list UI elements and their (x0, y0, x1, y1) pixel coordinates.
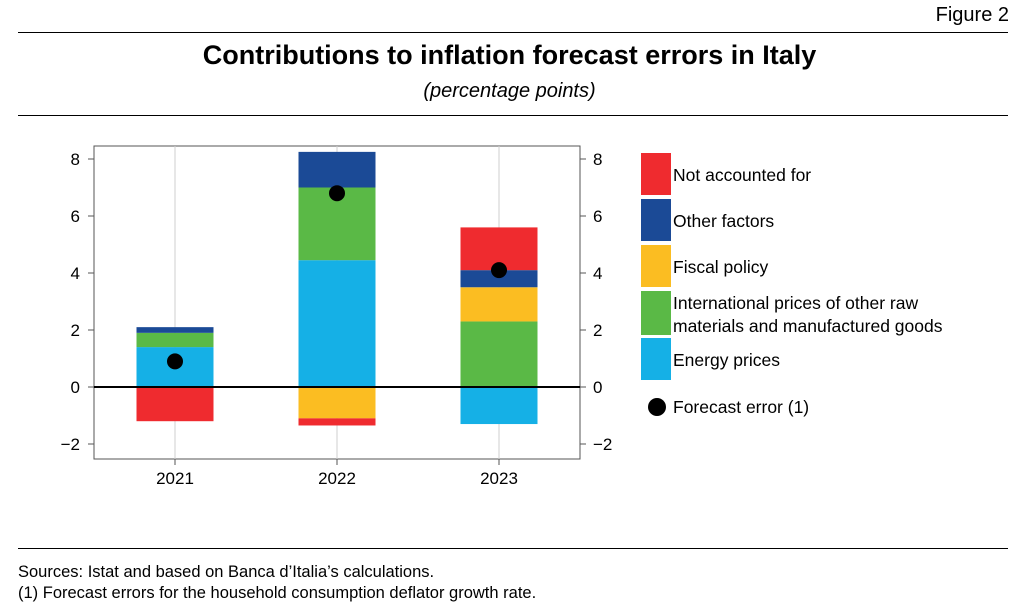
bar-segment-2022-2 (298, 387, 376, 419)
forecast-error-marker-2023 (491, 262, 507, 279)
ytick-label-right-5: 8 (593, 150, 602, 169)
ytick-label-right-0: −2 (593, 435, 612, 454)
legend-label-not-accounted: Not accounted for (673, 165, 812, 185)
figure-label: Figure 2 (935, 4, 1009, 26)
bar-segment-2021-3 (136, 327, 214, 333)
legend-swatch-not-accounted (641, 153, 671, 195)
header-rule (18, 115, 1008, 116)
footer-rule (18, 548, 1008, 549)
legend-marker-forecast-error (648, 398, 666, 416)
legend-label-forecast-error: Forecast error (1) (673, 397, 810, 417)
sources-note: Sources: Istat and based on Banca d’Ital… (18, 563, 435, 581)
ytick-label-right-4: 6 (593, 207, 602, 226)
legend-label-international-prices-line2: materials and manufactured goods (673, 316, 943, 336)
ytick-label-left-1: 0 (71, 378, 80, 397)
legend-swatch-fiscal-policy (641, 245, 671, 287)
forecast-error-marker-2021 (167, 353, 183, 370)
xtick-label-2022: 2022 (318, 469, 356, 488)
forecast-error-marker-2022 (329, 185, 345, 202)
bar-segment-2023-2 (460, 287, 538, 322)
ytick-label-left-5: 8 (71, 150, 80, 169)
top-rule (18, 32, 1008, 33)
bar-segment-2022-3 (298, 151, 376, 188)
legend-swatch-other-factors (641, 199, 671, 241)
notes: Sources: Istat and based on Banca d’Ital… (18, 562, 536, 604)
ytick-label-left-2: 2 (71, 321, 80, 340)
bar-segment-2023-0 (460, 387, 538, 425)
ytick-label-left-4: 6 (71, 207, 80, 226)
legend-label-energy-prices: Energy prices (673, 350, 780, 370)
ytick-label-left-0: −2 (61, 435, 80, 454)
legend-label-international-prices: International prices of other raw materi… (673, 292, 942, 338)
legend-label-other-factors: Other factors (673, 211, 775, 231)
ytick-label-left-3: 4 (71, 264, 80, 283)
chart-canvas: −2 −2 0 0 2 2 4 4 6 6 8 8 2021 2022 2023 (61, 145, 612, 488)
bar-segment-2021-4 (136, 387, 214, 422)
chart-title: Contributions to inflation forecast erro… (202, 40, 817, 70)
xtick-label-2023: 2023 (480, 469, 518, 488)
legend-swatch-energy-prices (641, 338, 671, 380)
footnote: (1) Forecast errors for the household co… (18, 584, 537, 602)
legend-swatch-international-prices (641, 291, 671, 335)
chart-subtitle: (percentage points) (423, 80, 596, 102)
bar-segment-2022-0 (298, 260, 376, 387)
ytick-label-right-3: 4 (593, 264, 602, 283)
legend-label-international-prices-line1: International prices of other raw (673, 293, 919, 313)
legend-label-fiscal-policy: Fiscal policy (673, 257, 769, 277)
bar-segment-2023-1 (460, 321, 538, 387)
ytick-label-right-2: 2 (593, 321, 602, 340)
bar-segment-2022-4 (298, 418, 376, 426)
bar-segment-2023-3 (460, 270, 538, 288)
ytick-label-right-1: 0 (593, 378, 602, 397)
bar-segment-2021-1 (136, 332, 214, 348)
xtick-label-2021: 2021 (156, 469, 194, 488)
